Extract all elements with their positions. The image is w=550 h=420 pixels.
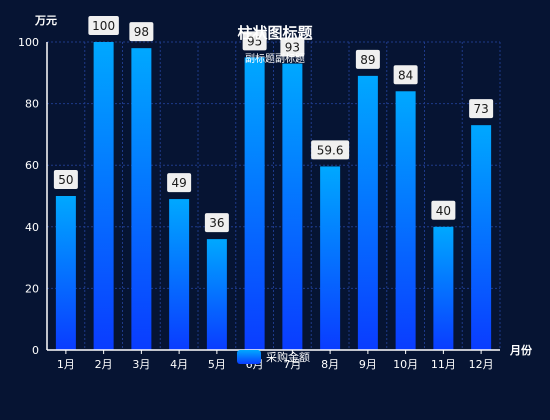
data-label-box xyxy=(53,170,78,189)
y-tick-label: 60 xyxy=(25,159,39,172)
y-axis-unit: 万元 xyxy=(34,14,57,27)
x-tick-label: 1月 xyxy=(57,358,75,371)
data-label: 100 xyxy=(92,19,115,33)
data-label-box xyxy=(311,140,350,160)
data-labels: 50 100 98 49 36 95 93 59.6 89 84 40 73 xyxy=(53,16,494,233)
data-label-box xyxy=(431,200,456,220)
legend[interactable]: 采购金额 xyxy=(237,350,310,364)
bar[interactable] xyxy=(206,239,227,350)
y-tick-label: 40 xyxy=(25,221,39,234)
y-tick-label: 100 xyxy=(18,36,39,49)
bars xyxy=(55,42,492,351)
bar[interactable] xyxy=(93,42,114,350)
x-tick-label: 5月 xyxy=(208,358,226,371)
chart-subtitle: 副标题副标题 xyxy=(245,53,305,65)
data-label: 98 xyxy=(134,25,149,39)
bar[interactable] xyxy=(433,226,454,350)
x-axis-unit: 月份 xyxy=(509,343,533,357)
x-tick-label: 4月 xyxy=(170,358,188,371)
data-label-box xyxy=(280,37,305,57)
grid xyxy=(47,41,501,350)
data-label-box xyxy=(167,173,192,193)
data-label-box xyxy=(242,31,267,51)
bar[interactable] xyxy=(320,166,341,350)
bar[interactable] xyxy=(169,199,190,350)
data-label: 93 xyxy=(285,41,300,55)
legend-swatch[interactable] xyxy=(237,350,261,364)
x-tick-label: 8月 xyxy=(321,358,339,371)
data-label: 59.6 xyxy=(317,143,344,157)
data-label-box xyxy=(204,213,229,233)
x-tick-label: 11月 xyxy=(431,358,456,371)
data-label-box xyxy=(129,22,154,42)
y-tick-label: 0 xyxy=(32,344,39,357)
bar[interactable] xyxy=(357,75,378,350)
data-label: 49 xyxy=(171,176,186,190)
bar[interactable] xyxy=(471,125,492,350)
x-tick-label: 10月 xyxy=(393,358,418,371)
y-tick-label: 80 xyxy=(25,98,39,111)
data-label: 84 xyxy=(398,68,413,82)
y-tick-label: 20 xyxy=(25,282,39,295)
data-label: 40 xyxy=(436,204,451,218)
bar[interactable] xyxy=(55,196,76,350)
data-label: 95 xyxy=(247,34,262,48)
data-label-box xyxy=(88,16,119,35)
bar[interactable] xyxy=(395,91,416,350)
data-label: 36 xyxy=(209,216,224,230)
x-tick-label: 9月 xyxy=(359,358,377,371)
data-label: 89 xyxy=(360,53,375,67)
bar[interactable] xyxy=(131,48,152,350)
legend-label[interactable]: 采购金额 xyxy=(266,350,310,364)
data-label-box xyxy=(355,49,380,69)
data-label-box xyxy=(469,99,494,119)
chart-title: 柱状图标题 xyxy=(237,24,313,42)
data-label-box xyxy=(393,65,418,85)
x-tick-label: 7月 xyxy=(283,358,301,371)
bar[interactable] xyxy=(244,57,265,351)
x-tick-label: 12月 xyxy=(469,358,494,371)
x-tick-label: 2月 xyxy=(95,358,113,371)
data-label: 50 xyxy=(58,173,73,187)
x-tick-label: 3月 xyxy=(132,358,150,371)
bar[interactable] xyxy=(282,63,303,351)
data-label: 73 xyxy=(473,102,488,116)
